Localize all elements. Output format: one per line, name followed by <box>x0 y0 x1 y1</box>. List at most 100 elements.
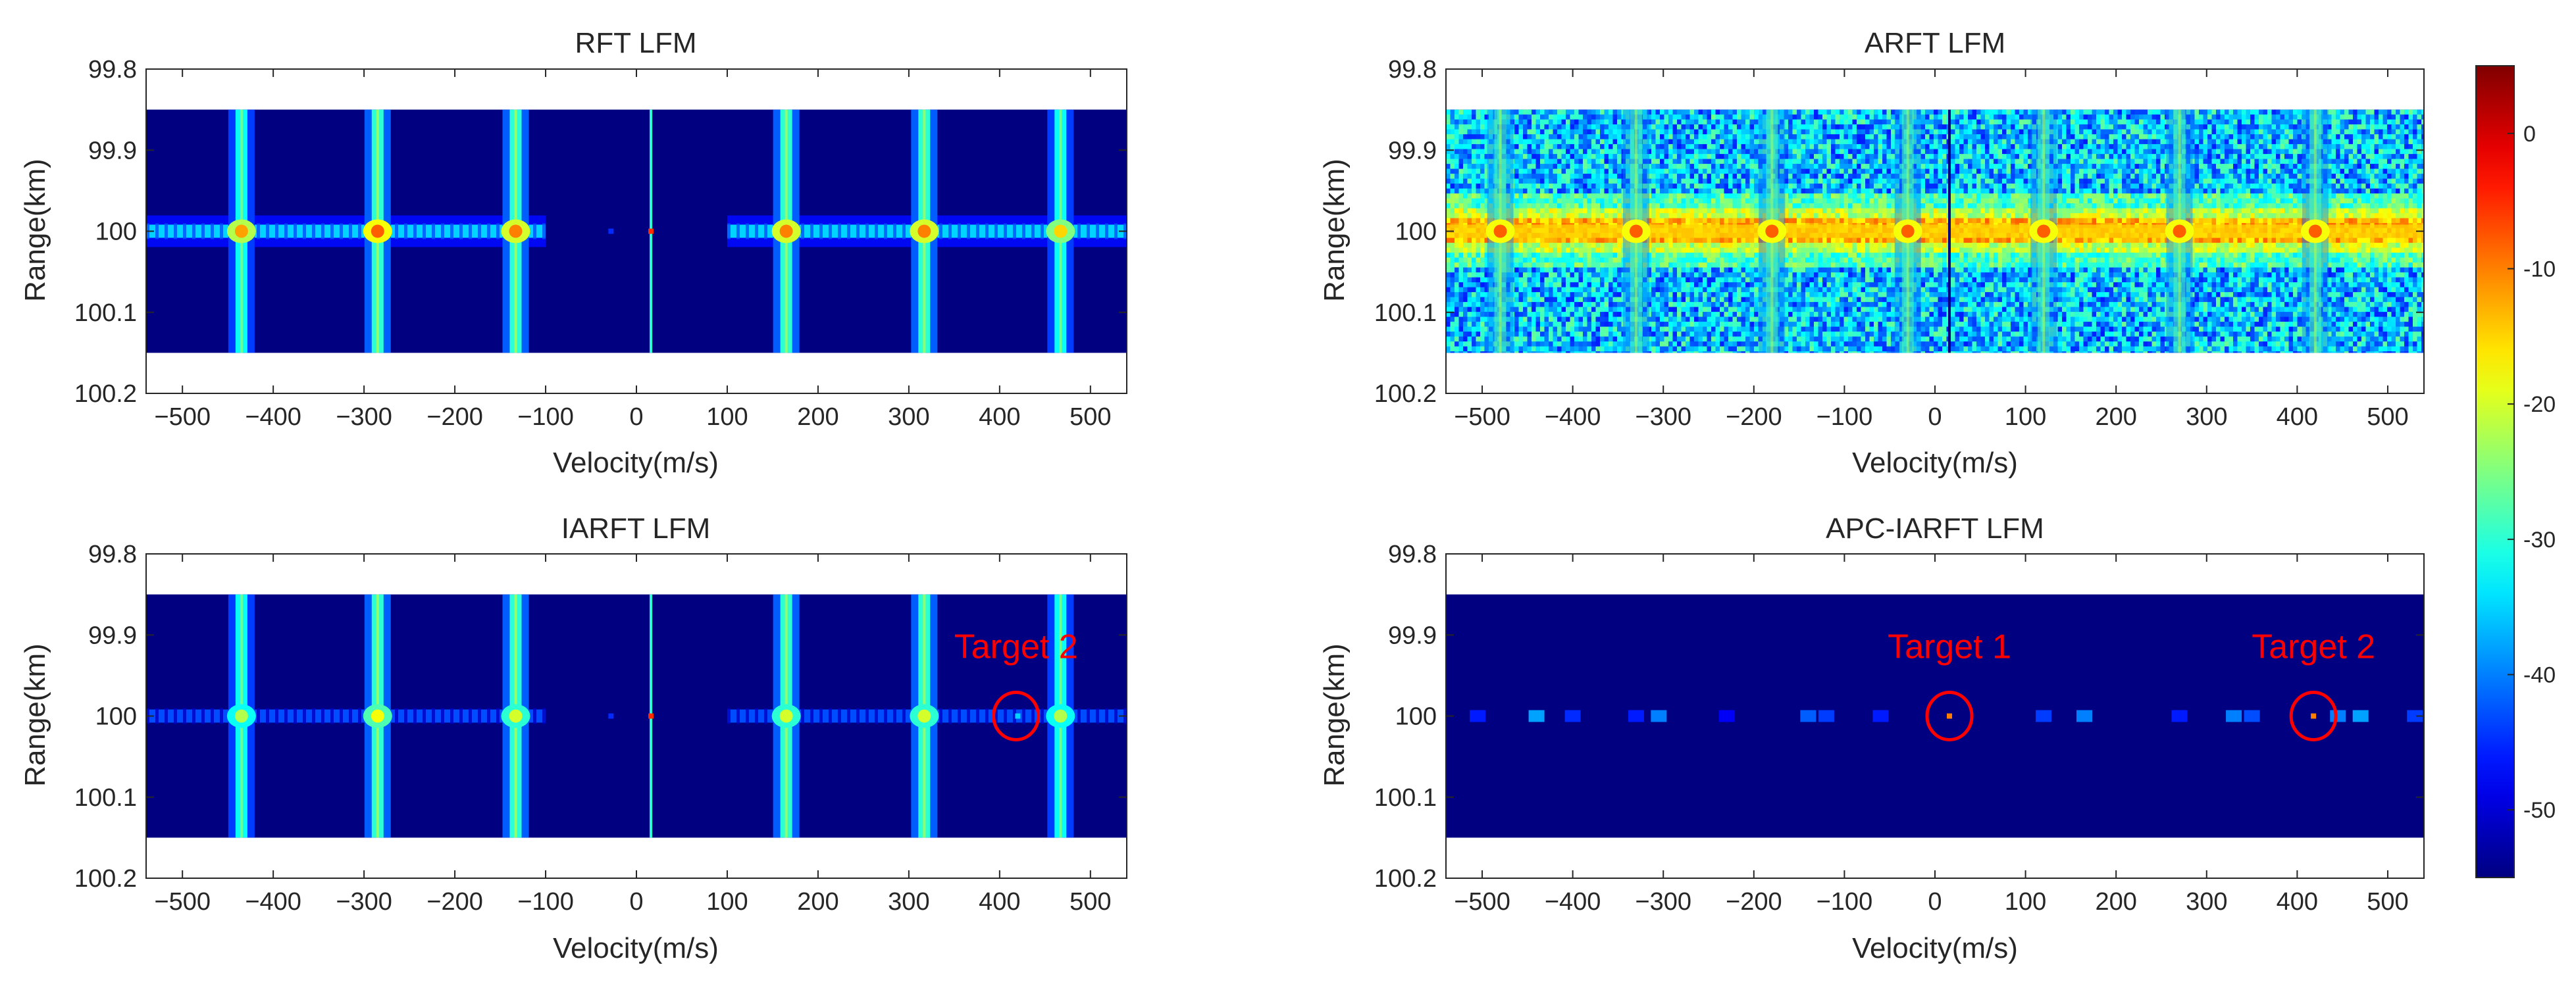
noise-cell <box>2079 134 2084 140</box>
noise-cell <box>1963 154 1969 160</box>
noise-cell <box>1912 168 1917 174</box>
noise-cell <box>1878 129 1883 135</box>
noise-cell <box>1899 154 1905 160</box>
noise-cell <box>2387 193 2392 199</box>
noise-cell <box>1660 119 1665 125</box>
noise-cell <box>1626 119 1631 125</box>
noise-cell <box>1518 188 1524 194</box>
noise-cell <box>1587 114 1592 120</box>
noise-cell <box>1651 139 1657 145</box>
noise-cell <box>2365 114 2371 120</box>
noise-cell <box>1835 184 1840 189</box>
noise-cell <box>1869 178 1874 184</box>
noise-cell <box>1951 124 1956 130</box>
noise-cell <box>1831 178 1836 184</box>
noise-cell <box>2096 198 2101 204</box>
noise-cell <box>1934 129 1939 135</box>
noise-cell <box>2117 109 2123 115</box>
noise-cell <box>1583 149 1588 155</box>
noise-cell <box>2280 188 2285 194</box>
noise-cell <box>2280 124 2285 130</box>
noise-cell <box>2015 134 2020 140</box>
noise-cell <box>1835 188 1840 194</box>
noise-cell <box>1878 119 1883 125</box>
noise-cell <box>1899 188 1905 194</box>
noise-cell <box>2370 154 2375 160</box>
noise-cell <box>1788 109 1793 115</box>
noise-cell <box>1463 193 1468 199</box>
noise-cell <box>1826 124 1832 130</box>
noise-cell <box>1728 188 1734 194</box>
noise-cell <box>1959 193 1965 199</box>
noise-cell <box>2199 184 2204 189</box>
noise-cell <box>2413 188 2418 194</box>
noise-cell <box>1869 134 1874 140</box>
noise-cell <box>2379 119 2384 125</box>
noise-cell <box>2288 139 2294 145</box>
noise-cell <box>2113 203 2119 209</box>
noise-cell <box>2271 164 2277 170</box>
noise-cell <box>1578 154 1584 160</box>
noise-cell <box>1942 124 1947 130</box>
noise-cell <box>2383 203 2388 209</box>
noise-cell <box>1857 188 1862 194</box>
noise-cell <box>1518 124 1524 130</box>
noise-cell <box>1694 149 1699 155</box>
noise-cell <box>1826 154 1832 160</box>
noise-cell <box>1574 174 1580 180</box>
noise-cell <box>1540 149 1545 155</box>
noise-cell <box>1544 198 1549 204</box>
noise-cell <box>2348 203 2354 209</box>
noise-cell <box>1711 154 1716 160</box>
noise-cell <box>2259 208 2264 214</box>
noise-cell <box>1749 124 1755 130</box>
noise-cell <box>2074 174 2080 180</box>
noise-cell <box>1570 119 1575 125</box>
noise-cell <box>1784 159 1789 164</box>
noise-cell <box>1899 119 1905 125</box>
noise-cell <box>2096 203 2101 209</box>
noise-cell <box>1997 198 2003 204</box>
noise-cell <box>2340 188 2345 194</box>
noise-cell <box>1595 208 1601 214</box>
noise-cell <box>1797 203 1802 209</box>
noise-cell <box>1874 178 1879 184</box>
noise-cell <box>2113 164 2119 170</box>
noise-cell <box>2353 129 2358 135</box>
noise-cell <box>1835 178 1840 184</box>
noise-cell <box>2211 134 2217 140</box>
noise-cell <box>2015 109 2020 115</box>
noise-cell <box>1780 154 1785 160</box>
noise-cell <box>1737 129 1742 135</box>
noise-cell <box>1621 109 1626 115</box>
noise-cell <box>1574 203 1580 209</box>
noise-cell <box>2134 139 2140 145</box>
noise-cell <box>2006 188 2011 194</box>
noise-cell <box>1912 164 1917 170</box>
noise-cell <box>1484 129 1489 135</box>
noise-cell <box>2160 149 2165 155</box>
noise-cell <box>2211 124 2217 130</box>
noise-cell <box>1732 144 1738 150</box>
noise-cell <box>1574 193 1580 199</box>
noise-cell <box>1689 198 1695 204</box>
noise-cell <box>2207 198 2213 204</box>
noise-cell <box>1814 208 1819 214</box>
noise-cell <box>2267 109 2273 115</box>
noise-cell <box>1686 124 1691 130</box>
noise-cell <box>1843 154 1849 160</box>
noise-cell <box>1994 198 1999 204</box>
noise-cell <box>1480 119 1485 125</box>
noise-cell <box>1660 139 1665 145</box>
noise-cell <box>1869 203 1874 209</box>
noise-cell <box>1822 119 1828 125</box>
noise-cell <box>1899 144 1905 150</box>
noise-cell <box>1711 139 1716 145</box>
noise-cell <box>1609 119 1614 125</box>
noise-cell <box>2302 193 2307 199</box>
noise-cell <box>2280 198 2285 204</box>
noise-cell <box>1660 134 1665 140</box>
noise-cell <box>2387 203 2392 209</box>
ridge-texture <box>837 223 841 239</box>
noise-cell <box>1994 124 1999 130</box>
